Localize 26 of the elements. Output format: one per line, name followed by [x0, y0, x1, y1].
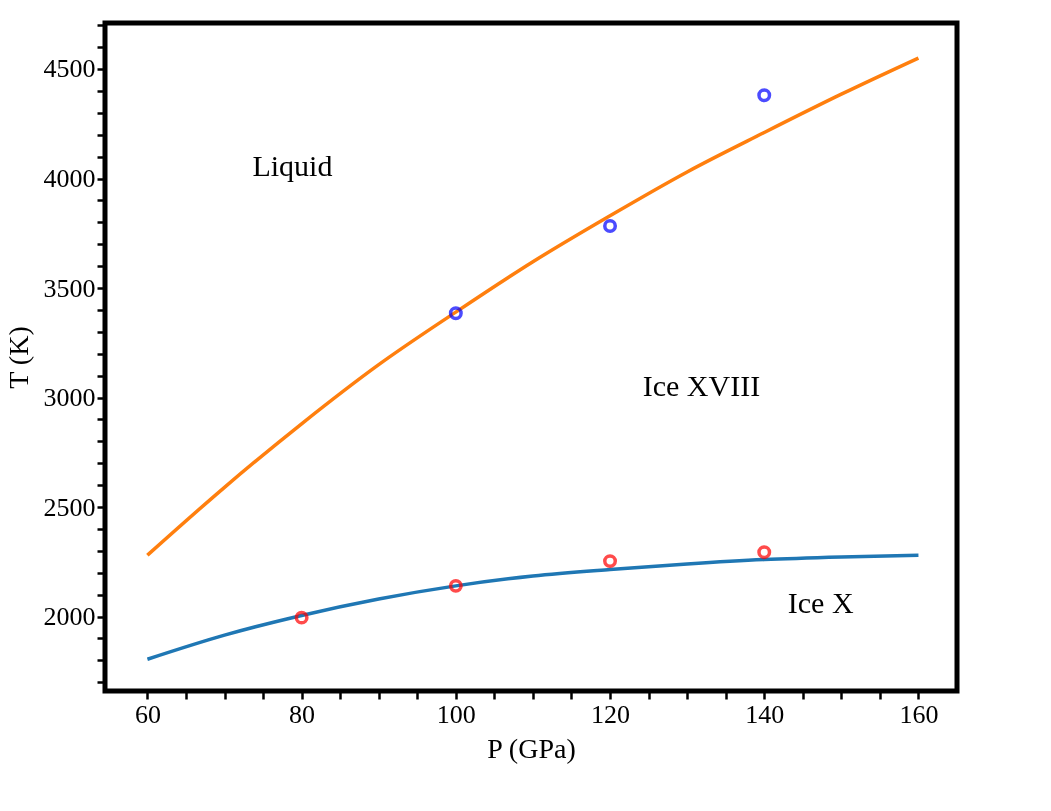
x-tick-label: 80	[289, 699, 316, 729]
line-series	[145, 553, 921, 661]
point	[603, 219, 618, 234]
y-tick-label: 2000	[43, 602, 96, 632]
annotation: Liquid	[252, 148, 333, 182]
x-tick-label: 60	[134, 699, 161, 729]
point	[757, 545, 772, 560]
point	[757, 88, 772, 103]
x-tick-label: 100	[436, 699, 476, 729]
y-axis-title: T (K)	[2, 326, 34, 389]
point	[448, 578, 463, 593]
y-tick-label: 2500	[43, 492, 96, 522]
y-tick-label: 4500	[43, 54, 96, 84]
x-tick-label: 120	[591, 699, 631, 729]
y-tick-label: 4000	[43, 164, 96, 193]
annotation: Ice XVIII	[642, 369, 761, 403]
annotation: Ice X	[787, 586, 854, 620]
x-axis-title: P (GPa)	[487, 732, 576, 764]
point	[294, 610, 309, 625]
point	[448, 306, 463, 321]
y-tick-label: 3000	[43, 383, 96, 413]
x-tick-label: 140	[745, 699, 785, 729]
x-tick-label: 160	[899, 699, 939, 729]
line-series	[145, 56, 921, 557]
y-tick-label: 3500	[43, 273, 96, 303]
point	[603, 554, 618, 569]
